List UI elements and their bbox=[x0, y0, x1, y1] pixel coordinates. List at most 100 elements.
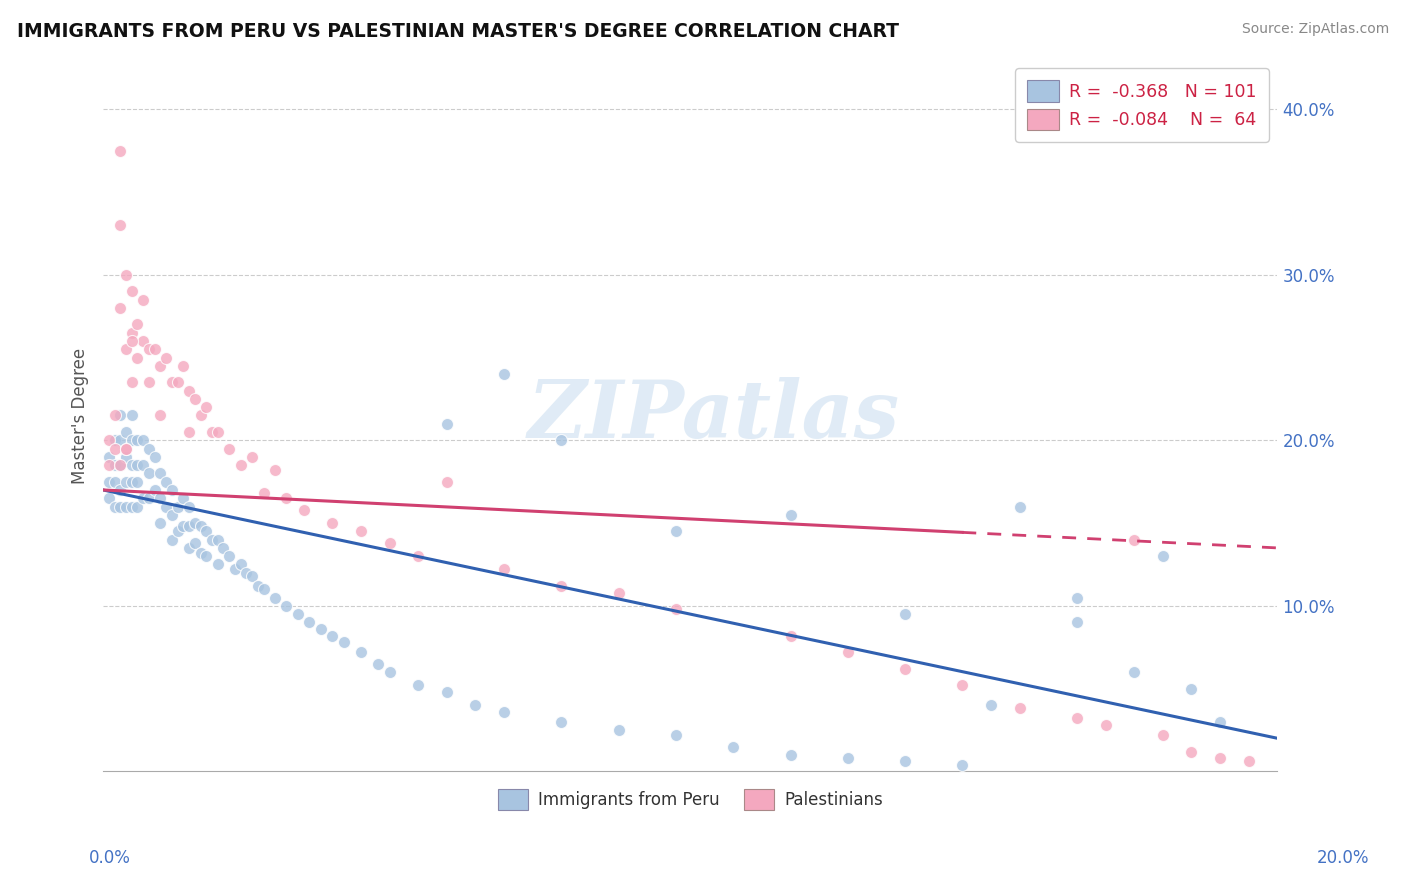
Point bbox=[1180, 745, 1202, 759]
Point bbox=[1066, 711, 1088, 725]
Point bbox=[240, 450, 263, 464]
Point bbox=[97, 458, 120, 472]
Point bbox=[207, 533, 229, 547]
Point bbox=[143, 343, 166, 357]
Point bbox=[177, 541, 200, 555]
Point bbox=[292, 503, 315, 517]
Point bbox=[1152, 549, 1174, 564]
Text: Source: ZipAtlas.com: Source: ZipAtlas.com bbox=[1241, 22, 1389, 37]
Point bbox=[207, 425, 229, 439]
Point bbox=[195, 549, 218, 564]
Text: ZIPatlas: ZIPatlas bbox=[527, 376, 900, 454]
Point bbox=[550, 579, 572, 593]
Point bbox=[110, 144, 132, 158]
Point bbox=[132, 458, 155, 472]
Point bbox=[177, 519, 200, 533]
Point bbox=[143, 450, 166, 464]
Point bbox=[1152, 728, 1174, 742]
Point bbox=[252, 486, 274, 500]
Point bbox=[550, 714, 572, 729]
Point bbox=[160, 508, 183, 522]
Point bbox=[298, 615, 321, 630]
Point bbox=[155, 351, 177, 365]
Point bbox=[138, 376, 160, 390]
Point bbox=[172, 491, 194, 506]
Point bbox=[1094, 718, 1116, 732]
Point bbox=[138, 442, 160, 456]
Point bbox=[103, 475, 125, 489]
Point bbox=[121, 458, 143, 472]
Point bbox=[837, 645, 859, 659]
Point bbox=[779, 508, 801, 522]
Point bbox=[1008, 500, 1031, 514]
Point bbox=[207, 558, 229, 572]
Point bbox=[1209, 751, 1232, 765]
Point bbox=[350, 645, 373, 659]
Text: IMMIGRANTS FROM PERU VS PALESTINIAN MASTER'S DEGREE CORRELATION CHART: IMMIGRANTS FROM PERU VS PALESTINIAN MAST… bbox=[17, 22, 898, 41]
Point bbox=[436, 685, 458, 699]
Point bbox=[115, 442, 138, 456]
Text: 20.0%: 20.0% bbox=[1316, 849, 1369, 867]
Point bbox=[103, 458, 125, 472]
Point bbox=[166, 500, 188, 514]
Point bbox=[177, 500, 200, 514]
Point bbox=[212, 541, 235, 555]
Point bbox=[184, 536, 207, 550]
Point bbox=[155, 500, 177, 514]
Point bbox=[195, 401, 218, 415]
Point bbox=[195, 524, 218, 539]
Point bbox=[779, 629, 801, 643]
Point bbox=[115, 442, 138, 456]
Point bbox=[1180, 681, 1202, 696]
Point bbox=[138, 491, 160, 506]
Point bbox=[149, 491, 172, 506]
Point bbox=[115, 268, 138, 282]
Point bbox=[160, 483, 183, 497]
Point bbox=[235, 566, 257, 580]
Point bbox=[103, 442, 125, 456]
Point bbox=[665, 602, 688, 616]
Point bbox=[127, 351, 149, 365]
Point bbox=[607, 585, 630, 599]
Point bbox=[110, 434, 132, 448]
Point bbox=[121, 285, 143, 299]
Point bbox=[240, 569, 263, 583]
Point bbox=[837, 751, 859, 765]
Point bbox=[190, 409, 212, 423]
Point bbox=[115, 475, 138, 489]
Point bbox=[127, 458, 149, 472]
Point bbox=[264, 463, 287, 477]
Point bbox=[160, 533, 183, 547]
Point bbox=[1008, 701, 1031, 715]
Point bbox=[367, 657, 389, 671]
Point bbox=[132, 491, 155, 506]
Point bbox=[121, 334, 143, 348]
Point bbox=[436, 475, 458, 489]
Point bbox=[950, 678, 973, 692]
Point bbox=[550, 434, 572, 448]
Point bbox=[894, 755, 917, 769]
Point bbox=[246, 579, 269, 593]
Point bbox=[321, 629, 343, 643]
Point bbox=[121, 326, 143, 340]
Point bbox=[115, 425, 138, 439]
Point bbox=[287, 607, 309, 621]
Y-axis label: Master's Degree: Master's Degree bbox=[72, 347, 89, 483]
Point bbox=[110, 500, 132, 514]
Point bbox=[121, 434, 143, 448]
Point bbox=[143, 483, 166, 497]
Point bbox=[97, 434, 120, 448]
Point bbox=[309, 622, 332, 636]
Point bbox=[494, 562, 516, 576]
Point bbox=[121, 376, 143, 390]
Point bbox=[115, 500, 138, 514]
Point bbox=[132, 334, 155, 348]
Point bbox=[149, 467, 172, 481]
Point bbox=[1123, 665, 1146, 679]
Point bbox=[190, 519, 212, 533]
Point bbox=[166, 376, 188, 390]
Point bbox=[1237, 755, 1260, 769]
Point bbox=[97, 450, 120, 464]
Point bbox=[155, 475, 177, 489]
Point bbox=[607, 723, 630, 737]
